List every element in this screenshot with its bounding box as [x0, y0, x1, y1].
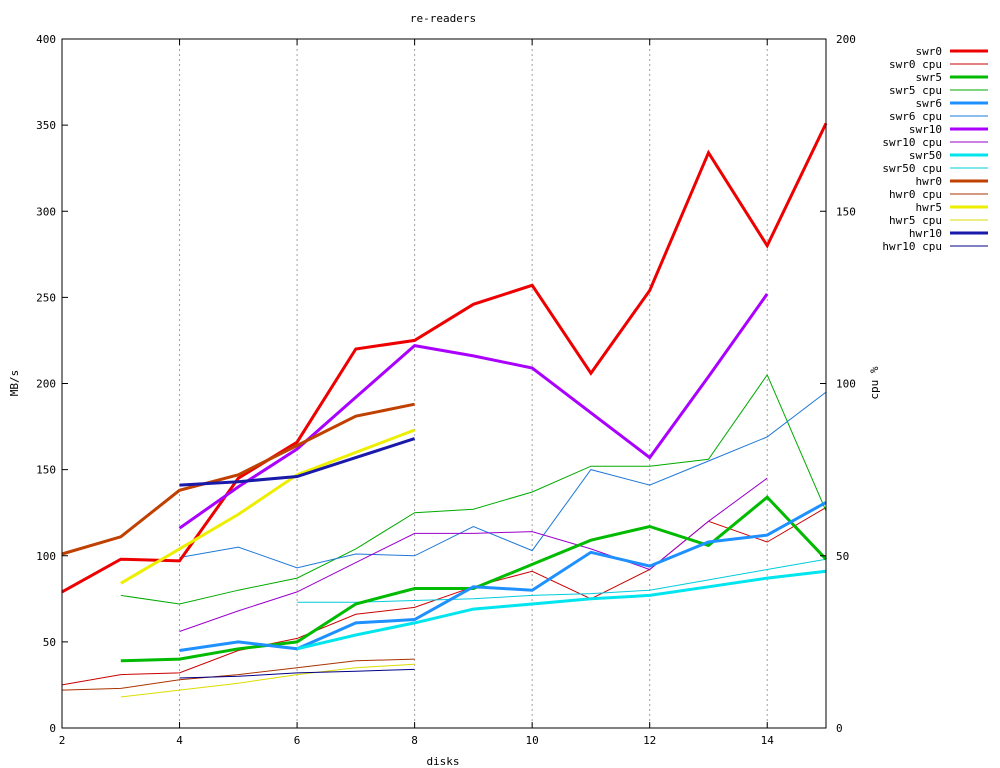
y2-tick-label: 50 [836, 550, 849, 563]
x-tick-label: 6 [294, 734, 301, 747]
y2-tick-label: 100 [836, 378, 856, 391]
y2-tick-label: 200 [836, 33, 856, 46]
series-lines [61, 122, 828, 698]
y-axis-label: MB/s [8, 370, 21, 397]
legend-label-swr6: swr6 [916, 97, 943, 110]
series-line-hwr0 [61, 402, 415, 556]
series-line-hwr10-cpu [179, 668, 415, 679]
series-line-swr10 [178, 293, 769, 530]
series-line-swr5-cpu [120, 373, 827, 605]
y-tick-label: 250 [36, 291, 56, 304]
legend-label-swr10-cpu: swr10 cpu [882, 136, 942, 149]
legend-label-swr0: swr0 [916, 45, 943, 58]
legend-label-swr6-cpu: swr6 cpu [889, 110, 942, 123]
x-tick-label: 8 [411, 734, 418, 747]
chart-title: re-readers [410, 12, 476, 25]
series-line-hwr5-cpu [120, 663, 415, 698]
series-line-swr50 [296, 569, 827, 651]
legend-label-hwr0-cpu: hwr0 cpu [889, 188, 942, 201]
y2-axis-label: cpu % [868, 366, 881, 399]
x-tick-label: 2 [59, 734, 66, 747]
series-line-swr10-cpu [179, 477, 768, 632]
legend-label-hwr5-cpu: hwr5 cpu [889, 214, 942, 227]
plot-frame [61, 38, 827, 729]
legend-label-hwr10: hwr10 [909, 227, 942, 240]
series-line-swr6 [179, 501, 827, 652]
legend-label-hwr5: hwr5 [916, 201, 943, 214]
series-line-hwr0-cpu [61, 658, 415, 691]
legend-label-swr50: swr50 [909, 149, 942, 162]
x-tick-label: 14 [761, 734, 775, 747]
x-axis: 2 4 6 8 10 12 14 [59, 39, 775, 747]
y-tick-label: 0 [49, 722, 56, 735]
x-axis-label: disks [426, 755, 459, 768]
y-tick-label: 150 [36, 464, 56, 477]
y-tick-label: 50 [43, 636, 56, 649]
y-tick-label: 200 [36, 378, 56, 391]
y-tick-label: 350 [36, 119, 56, 132]
y2-axis: 0 50 100 150 200 [820, 33, 856, 735]
x-tick-label: 12 [643, 734, 656, 747]
y-tick-label: 300 [36, 205, 56, 218]
y-tick-label: 400 [36, 33, 56, 46]
legend-label-hwr10-cpu: hwr10 cpu [882, 240, 942, 253]
series-line-swr0 [61, 122, 828, 594]
y2-tick-label: 0 [836, 722, 843, 735]
x-tick-label: 10 [526, 734, 539, 747]
legend-label-swr0-cpu: swr0 cpu [889, 58, 942, 71]
y-tick-label: 100 [36, 550, 56, 563]
legend-label-swr5-cpu: swr5 cpu [889, 84, 942, 97]
series-line-hwr10 [179, 437, 416, 487]
series-line-hwr5 [120, 428, 416, 585]
legend-label-swr50-cpu: swr50 cpu [882, 162, 942, 175]
series-line-swr50-cpu [297, 558, 827, 603]
legend-label-hwr0: hwr0 [916, 175, 943, 188]
y2-tick-label: 150 [836, 205, 856, 218]
legend-label-swr5: swr5 [916, 71, 943, 84]
x-tick-label: 4 [176, 734, 183, 747]
series-line-swr6-cpu [179, 391, 827, 569]
legend-label-swr10: swr10 [909, 123, 942, 136]
y-axis: 0 50 100 150 200 250 300 350 400 [36, 33, 68, 735]
grid-lines [179, 39, 768, 728]
